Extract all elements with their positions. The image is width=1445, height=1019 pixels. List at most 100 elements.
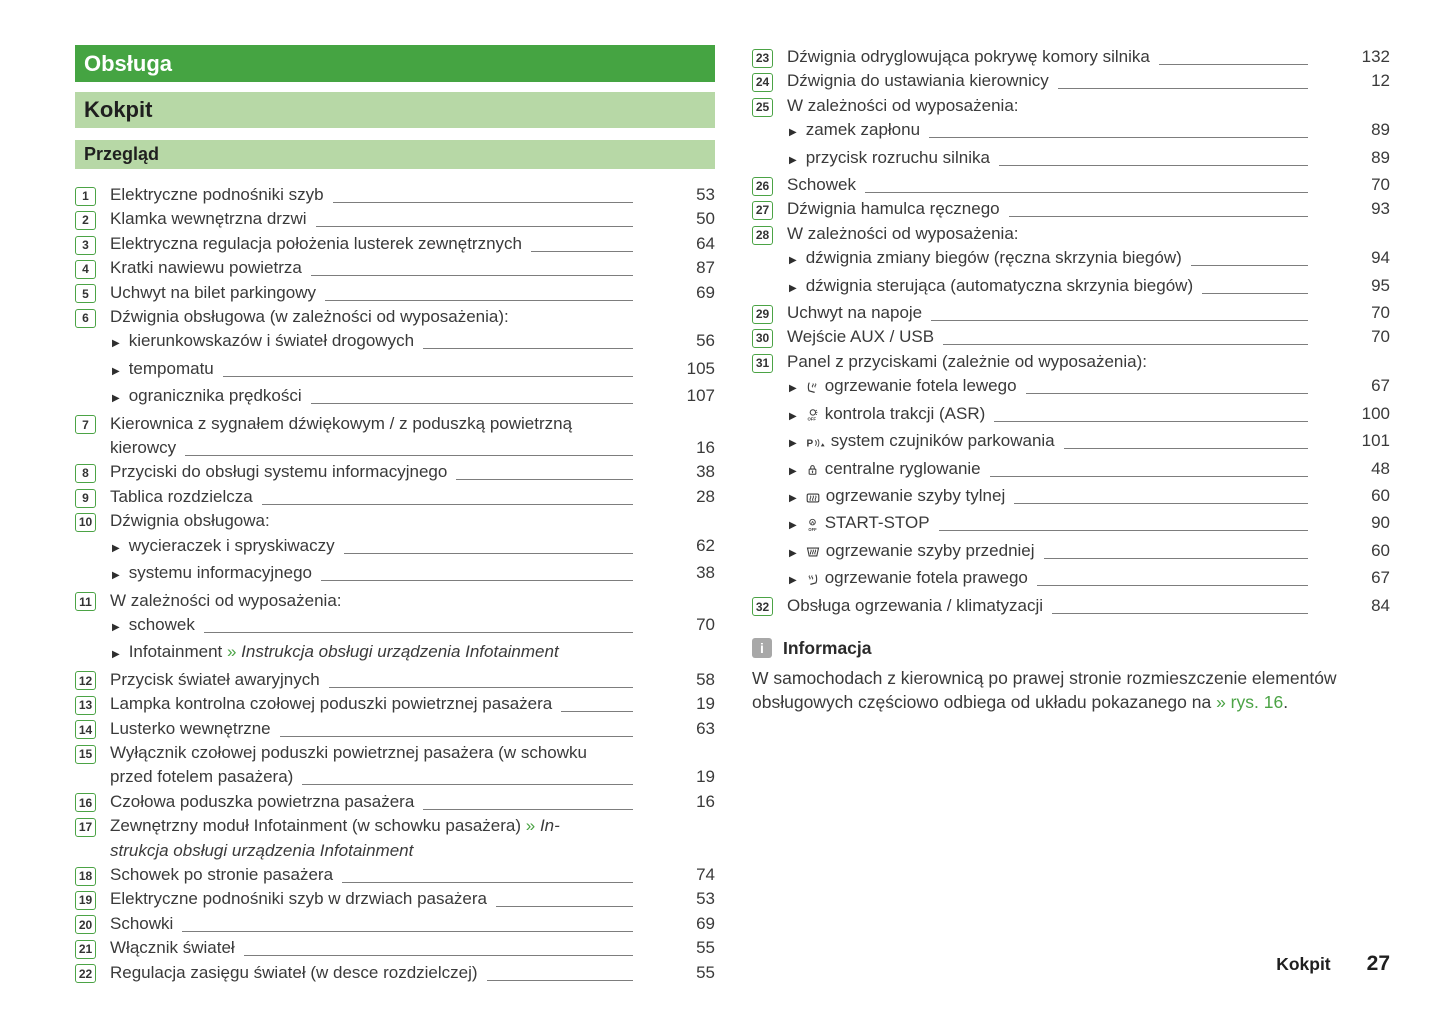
toc-entry-text: ogrzewanie szyby przedniej: [826, 539, 1035, 563]
toc-entry-text: Elektryczne podnośniki szyb: [110, 183, 324, 207]
toc-entry-text: Tablica rozdzielcza: [110, 485, 253, 509]
text-segment: kontrola trakcji (ASR): [824, 403, 986, 423]
triangle-bullet-icon: ▶: [112, 621, 120, 633]
item-number-badge: 31: [752, 353, 773, 373]
leader-line: [1063, 448, 1308, 450]
leader-line: [324, 299, 633, 301]
toc-page-number: 105: [686, 358, 715, 378]
leader-line: [310, 403, 633, 405]
toc-entry: ▶ OFF kontrola trakcji (ASR) 100: [752, 402, 1390, 429]
leader-line: [1043, 557, 1308, 559]
toc-entry-text: system czujników parkowania: [831, 429, 1055, 453]
toc-page-number: 90: [1371, 513, 1390, 533]
text-segment: Wejście AUX / USB: [787, 327, 935, 347]
toc-entry: 24 Dźwignia do ustawiania kierownicy 12: [752, 69, 1390, 93]
item-number-badge: 15: [75, 744, 96, 764]
item-number-badge: 21: [75, 939, 96, 959]
toc-page-number: 53: [696, 185, 715, 204]
text-segment: W zależności od wyposażenia:: [110, 590, 342, 610]
toc-entry: kierowcy 16: [75, 436, 715, 460]
text-segment: Elektryczne podnośniki szyb w drzwiach p…: [110, 889, 488, 909]
toc-entry-text: Dźwignia obsługowa (w zależności od wypo…: [110, 305, 509, 329]
text-segment: system czujników parkowania: [830, 431, 1055, 451]
chapter-title: Obsługa: [84, 50, 173, 76]
toc-page-number: 70: [1371, 175, 1390, 195]
toc-page-number: 93: [1371, 199, 1390, 219]
item-number-badge: 9: [75, 488, 96, 508]
parking-sensors-icon: P: [806, 436, 825, 450]
toc-page-number: 100: [1361, 403, 1390, 423]
toc-entry: 14 Lusterko wewnętrzne 63: [75, 717, 715, 741]
toc-entry: 30 Wejście AUX / USB 70: [752, 325, 1390, 349]
toc-entry: ▶ ogrzewanie szyby przedniej 60: [752, 539, 1390, 566]
item-number-badge: 13: [75, 695, 96, 715]
toc-page-number: 16: [696, 791, 715, 811]
toc-entry: ▶ kierunkowskazów i świateł drogowych 56: [75, 329, 715, 356]
text-segment: ogrzewanie szyby tylnej: [825, 485, 1006, 505]
toc-page-number: 55: [696, 962, 715, 982]
toc-entry-text: W zależności od wyposażenia:: [787, 94, 1019, 118]
toc-page-number: 56: [696, 331, 715, 351]
text-segment: zamek zapłonu: [805, 120, 921, 140]
toc-entry-text: Czołowa poduszka powietrzna pasażera: [110, 790, 414, 814]
item-number-badge: 27: [752, 201, 773, 221]
text-segment: systemu informacyjnego: [128, 563, 313, 583]
seat-heating-right-icon: [806, 573, 819, 587]
cross-reference-link[interactable]: »: [525, 816, 540, 836]
toc-entry: strukcja obsługi urządzenia Infotainment: [75, 839, 715, 863]
text-segment: Uchwyt na bilet parkingowy: [110, 282, 316, 302]
text-segment: Lusterko wewnętrzne: [110, 718, 271, 738]
info-icon: i: [752, 638, 772, 659]
text-segment: Wyłącznik czołowej poduszki powietrznej …: [110, 742, 587, 762]
toc-entry: 2 Klamka wewnętrzna drzwi 50: [75, 207, 715, 231]
italic-reference-text: Instrukcja obsługi urządzenia Infotainme…: [241, 642, 559, 662]
italic-reference-text: strukcja obsługi urządzenia Infotainment: [110, 840, 414, 860]
item-number-badge: 7: [75, 415, 96, 435]
triangle-bullet-icon: ▶: [112, 365, 120, 377]
triangle-bullet-icon: ▶: [789, 383, 797, 395]
toc-entry-text: Obsługa ogrzewania / klimatyzacji: [787, 594, 1043, 618]
triangle-bullet-icon: ▶: [112, 393, 120, 405]
leader-line: [203, 631, 633, 633]
toc-entry-text: Schowek po stronie pasażera: [110, 863, 333, 887]
text-segment: Obsługa ogrzewania / klimatyzacji: [787, 595, 1044, 615]
leader-line: [1190, 265, 1308, 267]
item-number-badge: 20: [75, 915, 96, 935]
leader-line: [182, 930, 633, 932]
cross-reference-link[interactable]: » rys. 16: [1216, 691, 1284, 712]
triangle-bullet-icon: ▶: [789, 154, 797, 166]
toc-entry: ▶ A OFF START-STOP 90: [752, 511, 1390, 538]
leader-line: [315, 226, 633, 228]
manual-page: Obsługa Kokpit Przegląd 1 Elektryczne pod…: [75, 45, 1390, 985]
start-stop-off-icon: A OFF: [806, 518, 819, 532]
toc-page-number: 53: [696, 889, 715, 909]
cross-reference-link[interactable]: »: [226, 642, 242, 662]
item-number-badge: 28: [752, 225, 773, 245]
item-number-badge: 25: [752, 97, 773, 117]
toc-page-number: 38: [696, 563, 715, 583]
leader-line: [989, 475, 1308, 477]
toc-page-number: 60: [1371, 485, 1390, 505]
toc-entry: 20 Schowki 69: [75, 912, 715, 936]
toc-entry: 4 Kratki nawiewu powietrza 87: [75, 256, 715, 280]
toc-entry: 18 Schowek po stronie pasażera 74: [75, 863, 715, 887]
toc-page-number: 67: [1371, 568, 1390, 588]
text-segment: Schowki: [110, 913, 174, 933]
item-number-badge: 30: [752, 329, 773, 349]
toc-list-left: 1 Elektryczne podnośniki szyb 53 2 Klamka we…: [75, 183, 715, 985]
toc-entry-text: W zależności od wyposażenia:: [110, 589, 342, 613]
text-segment: START-STOP: [824, 513, 930, 533]
item-number-badge: 11: [75, 592, 96, 612]
toc-entry-text: dźwignia sterująca (automatyczna skrzyni…: [806, 274, 1193, 298]
toc-entry-text: ogranicznika prędkości: [129, 384, 302, 408]
section-header-bar: Kokpit: [75, 92, 715, 128]
leader-line: [929, 137, 1308, 139]
toc-page-number: 16: [696, 438, 715, 458]
text-segment: przed fotelem pasażera): [110, 767, 294, 787]
toc-entry-text: przed fotelem pasażera): [110, 765, 293, 789]
triangle-bullet-icon: ▶: [789, 438, 797, 450]
item-number-badge: 8: [75, 464, 96, 484]
toc-page-number: 101: [1361, 431, 1390, 451]
text-segment: Regulacja zasięgu świateł (w desce rozdz…: [110, 962, 478, 982]
toc-entry-text: schowek: [129, 613, 195, 637]
